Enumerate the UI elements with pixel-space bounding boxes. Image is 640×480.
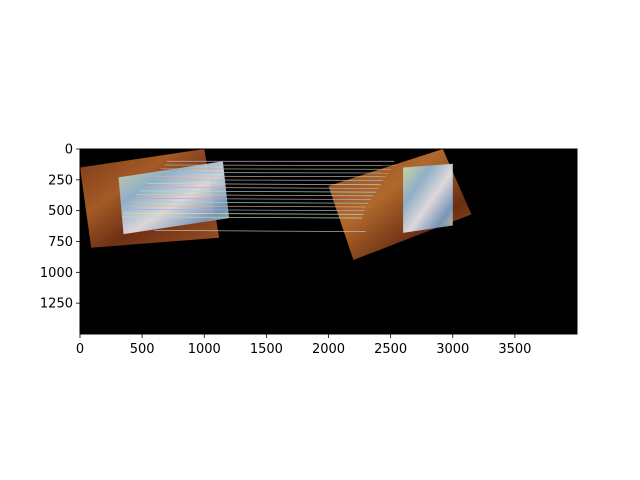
x-tick-label: 2500 xyxy=(374,342,407,357)
y-tick-label: 500 xyxy=(48,204,73,219)
y-tick-label: 750 xyxy=(48,235,73,250)
match-line xyxy=(164,164,396,167)
x-axis: 0 500 1000 1500 2000 2500 3000 3500 xyxy=(76,334,531,357)
match-line xyxy=(127,205,366,208)
x-tick-label: 3000 xyxy=(436,342,469,357)
x-tick-label: 0 xyxy=(76,342,84,357)
y-tick-label: 1000 xyxy=(40,266,73,281)
right-object-box xyxy=(403,163,453,233)
match-line xyxy=(135,194,374,197)
match-line xyxy=(154,230,366,233)
match-line xyxy=(129,201,369,204)
y-tick-label: 0 xyxy=(65,143,73,158)
plot-area xyxy=(80,149,577,334)
x-tick-label: 3500 xyxy=(498,342,531,357)
x-tick-label: 1500 xyxy=(250,342,283,357)
x-tick-label: 2000 xyxy=(312,342,345,357)
y-axis: 0 250 500 750 1000 1250 xyxy=(40,143,80,312)
match-line xyxy=(150,179,384,181)
match-line xyxy=(124,209,365,212)
match-line xyxy=(123,212,364,215)
match-line xyxy=(147,183,381,186)
left-object-box xyxy=(118,161,230,235)
match-line xyxy=(143,186,379,189)
match-line xyxy=(157,172,389,174)
y-tick-label: 250 xyxy=(48,173,73,188)
match-line xyxy=(132,197,371,200)
y-tick-label: 1250 xyxy=(40,297,73,312)
match-line xyxy=(139,190,376,193)
match-line xyxy=(154,175,386,178)
x-tick-label: 1000 xyxy=(188,342,221,357)
match-line xyxy=(160,168,391,170)
match-lines xyxy=(122,160,396,233)
match-line xyxy=(122,216,363,219)
x-tick-label: 500 xyxy=(130,342,155,357)
